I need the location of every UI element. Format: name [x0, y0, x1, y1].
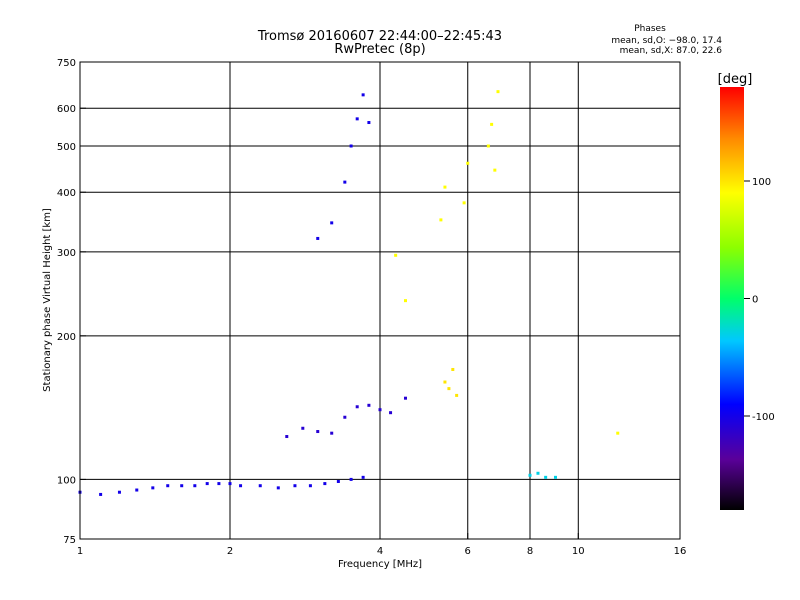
x-tick-label: 4 — [377, 546, 383, 557]
colorbar-label: [deg] — [718, 72, 753, 87]
phases-x-stat: mean, sd,X: 87.0, 22.6 — [620, 46, 723, 56]
data-point — [466, 161, 470, 165]
data-point — [301, 426, 305, 430]
data-points — [78, 90, 620, 496]
data-point — [330, 221, 334, 225]
data-point — [403, 396, 407, 400]
data-point — [462, 201, 466, 205]
data-point — [308, 484, 312, 488]
data-point — [336, 479, 340, 483]
data-point — [228, 482, 232, 486]
data-point — [258, 484, 262, 488]
chart-title: Tromsø 20160607 22:44:00–22:45:43 — [257, 29, 502, 44]
data-point — [330, 431, 334, 435]
x-tick-label: 1 — [77, 546, 83, 557]
data-point — [544, 475, 548, 479]
y-tick-label: 100 — [57, 475, 76, 486]
data-point — [403, 299, 407, 303]
data-point — [293, 484, 297, 488]
data-point — [276, 486, 280, 490]
data-point — [496, 90, 500, 94]
data-point — [193, 484, 197, 488]
data-point — [367, 121, 371, 125]
data-point — [117, 490, 121, 494]
data-point — [135, 488, 139, 492]
y-tick-label: 600 — [57, 104, 76, 115]
x-axis-label: Frequency [MHz] — [338, 559, 422, 570]
colorbar-ticks: 100 0 -100 — [744, 177, 775, 423]
data-point — [367, 403, 371, 407]
x-tick-label: 6 — [465, 546, 471, 557]
y-tick-label: 400 — [57, 188, 76, 199]
data-point — [166, 484, 170, 488]
grid-lines — [80, 62, 680, 539]
phases-o-stat: mean, sd,O: −98.0, 17.4 — [611, 36, 722, 46]
data-point — [616, 431, 620, 435]
data-point — [343, 180, 347, 184]
x-tick-label: 10 — [572, 546, 585, 557]
data-point — [355, 117, 359, 121]
data-point — [217, 482, 221, 486]
data-point — [361, 475, 365, 479]
data-point — [528, 473, 532, 477]
colorbar — [720, 87, 744, 510]
data-point — [349, 144, 353, 148]
axis-ticks: 1 2 4 6 8 10 16 75 100 200 300 400 500 600 750 — [57, 58, 686, 557]
data-point — [439, 218, 443, 222]
data-point — [239, 484, 243, 488]
x-tick-label: 8 — [527, 546, 533, 557]
data-point — [323, 482, 327, 486]
data-point — [378, 408, 382, 412]
y-tick-label: 75 — [63, 535, 76, 546]
data-point — [151, 486, 155, 490]
data-point — [389, 411, 393, 415]
data-point — [443, 380, 447, 384]
data-point — [316, 236, 320, 240]
data-point — [493, 168, 497, 172]
chart-subtitle: RwPretec (8p) — [334, 42, 425, 57]
y-axis-label: Stationary phase Virtual Height [km] — [42, 208, 53, 392]
y-tick-label: 500 — [57, 142, 76, 153]
data-point — [285, 435, 289, 439]
data-point — [343, 415, 347, 419]
phases-title: Phases — [634, 24, 666, 34]
data-point — [553, 475, 557, 479]
data-point — [394, 253, 398, 257]
x-tick-label: 2 — [227, 546, 233, 557]
data-point — [455, 393, 459, 397]
data-point — [447, 387, 451, 391]
data-point — [536, 471, 540, 475]
data-point — [99, 492, 103, 496]
y-tick-label: 300 — [57, 248, 76, 259]
data-point — [443, 185, 447, 189]
x-tick-label: 16 — [674, 546, 687, 557]
data-point — [451, 367, 455, 371]
y-tick-label: 750 — [57, 58, 76, 69]
y-tick-label: 200 — [57, 332, 76, 343]
data-point — [490, 122, 494, 126]
data-point — [349, 477, 353, 481]
data-point — [316, 430, 320, 434]
data-point — [355, 405, 359, 409]
data-point — [361, 93, 365, 97]
colorbar-tick-label: 100 — [752, 177, 771, 188]
data-point — [180, 484, 184, 488]
data-point — [486, 144, 490, 148]
colorbar-tick-label: -100 — [752, 412, 775, 423]
colorbar-tick-label: 0 — [752, 295, 758, 306]
data-point — [205, 482, 209, 486]
